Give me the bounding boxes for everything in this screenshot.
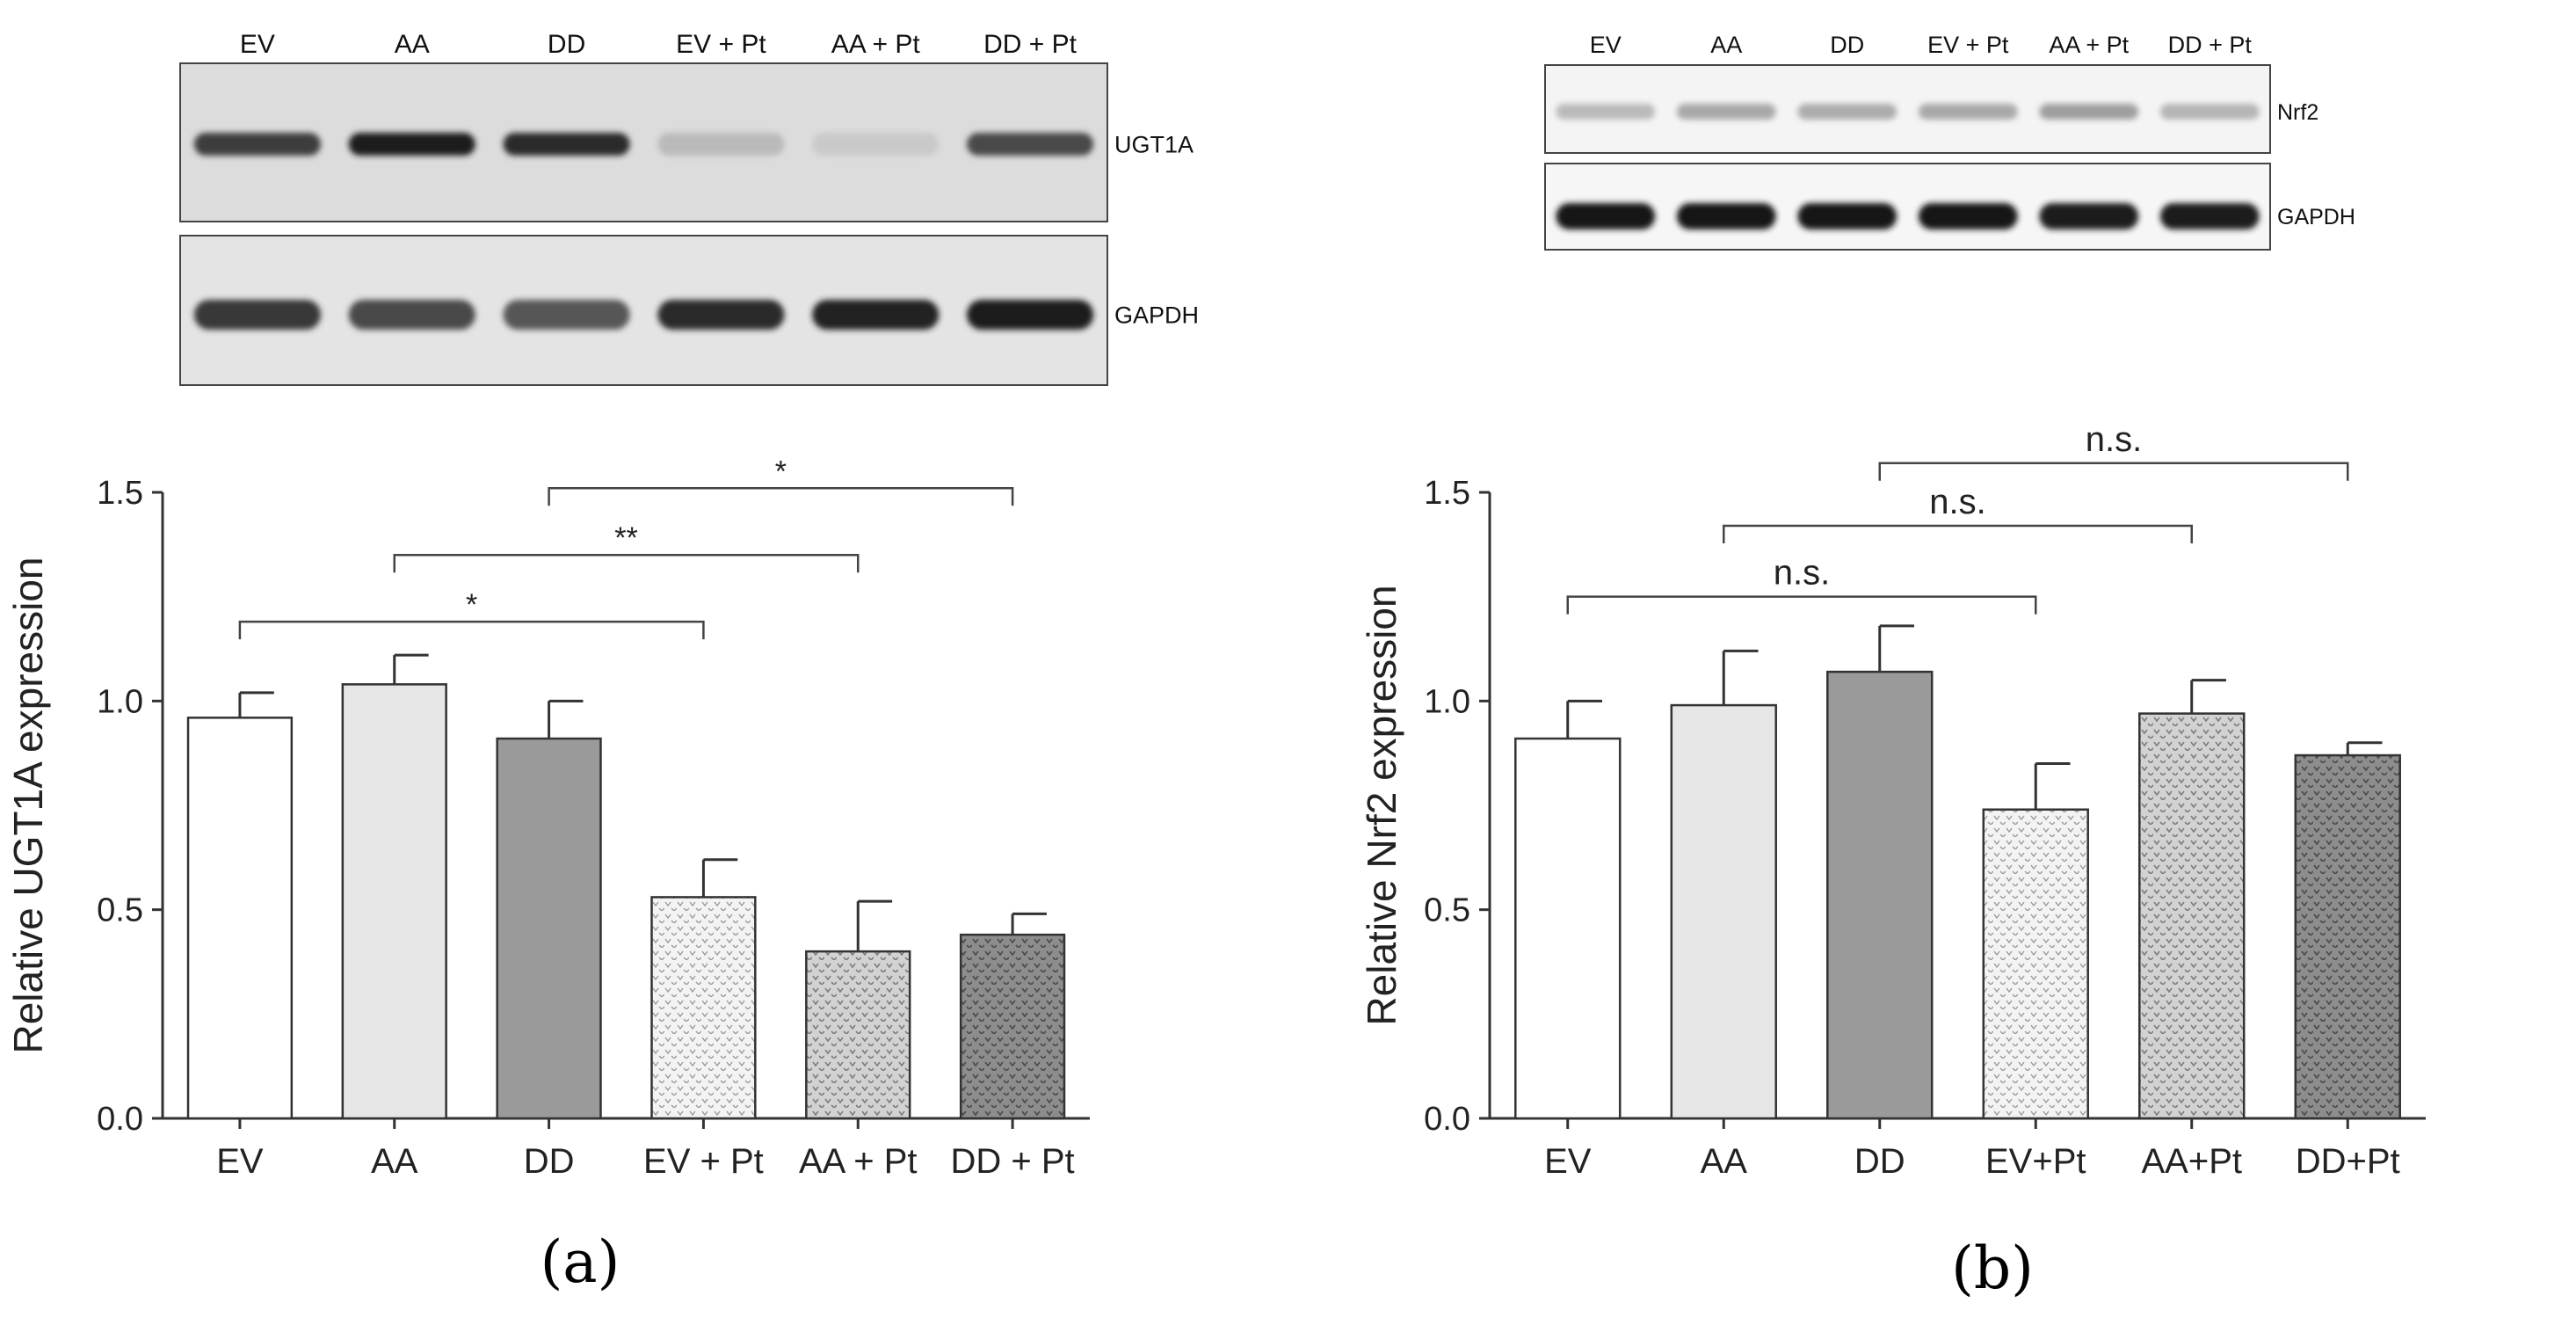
blot-band	[657, 133, 785, 156]
blot-lane-label: DD + Pt	[2168, 32, 2253, 58]
x-tick-label: EV	[216, 1142, 264, 1181]
blot-lane-label: DD	[548, 30, 585, 59]
significance-label: n.s.	[2086, 420, 2142, 459]
x-tick-label: AA+Pt	[2141, 1142, 2242, 1181]
blot-band	[2039, 104, 2139, 120]
blot-protein-label: GAPDH	[1114, 302, 1199, 328]
x-tick-label: EV+Pt	[1985, 1142, 2086, 1181]
blot-strip	[1544, 163, 2271, 251]
blot-band	[1797, 203, 1898, 229]
significance-bracket	[393, 553, 860, 573]
bar	[1826, 670, 1934, 1120]
blot-lane-label: EV	[240, 30, 275, 59]
bar	[1514, 737, 1622, 1120]
x-tick-label: DD	[524, 1142, 575, 1181]
blot-band	[1797, 104, 1898, 120]
blot-lane-label: EV + Pt	[1927, 32, 2009, 58]
blot-lane-label: EV	[1590, 32, 1622, 58]
y-axis-label: Relative UGT1A expression	[5, 557, 51, 1053]
blot-band	[348, 300, 475, 330]
bar	[650, 896, 757, 1120]
blot-band	[1918, 203, 2018, 229]
blot-band	[1556, 203, 1656, 229]
bar	[1670, 703, 1777, 1120]
blot-protein-label: Nrf2	[2277, 100, 2318, 125]
bar	[2294, 753, 2401, 1120]
blot-band	[966, 300, 1094, 330]
y-tick-label: 0.5	[97, 892, 143, 929]
blot-lane-label: AA	[395, 30, 430, 59]
x-tick-label: AA	[1701, 1142, 1748, 1181]
western-blot-a: EV AA DD EV + Pt AA + Pt DD + Pt UGT1A GAPDH	[179, 30, 1199, 386]
blot-strip	[1544, 64, 2271, 154]
blot-lane-label: EV + Pt	[676, 30, 766, 59]
western-blot-b: EV AA DD EV + Pt AA + Pt DD + Pt Nrf2 GAPDH	[1544, 32, 2355, 251]
y-tick-label: 1.5	[97, 475, 143, 512]
significance-bracket	[548, 487, 1014, 506]
blot-protein-label: UGT1A	[1114, 131, 1194, 157]
blot-band	[1676, 104, 1776, 120]
significance-label: *	[466, 588, 477, 622]
blot-band	[2159, 203, 2260, 229]
panel-label-b: (b)	[1951, 1234, 2034, 1302]
bar-chart-nrf2: 0.0 0.5 1.0 1.5 Relative Nrf2 expression EV AA…	[1359, 420, 2426, 1181]
blot-band	[1676, 203, 1776, 229]
significance-bracket	[1878, 462, 2349, 481]
significance-label: n.s.	[1774, 554, 1830, 593]
blot-band	[2039, 203, 2139, 229]
significance-bracket	[1566, 595, 2037, 615]
x-tick-label: EV + Pt	[643, 1142, 764, 1181]
bar	[1982, 808, 2089, 1120]
blot-protein-label: GAPDH	[2277, 205, 2355, 229]
panel-label-a: (a)	[541, 1228, 620, 1296]
bar	[2138, 712, 2246, 1120]
x-tick-label: DD+Pt	[2296, 1142, 2400, 1181]
blot-strip	[179, 62, 1108, 222]
significance-bracket	[1723, 524, 2193, 543]
blot-band	[966, 133, 1094, 156]
x-tick-label: AA	[371, 1142, 418, 1181]
y-tick-label: 1.5	[1424, 475, 1470, 512]
blot-strip	[179, 235, 1108, 386]
blot-band	[812, 300, 940, 330]
blot-band	[193, 300, 322, 330]
blot-lane-label: DD	[1830, 32, 1864, 58]
y-tick-label: 1.0	[1424, 683, 1470, 720]
blot-lane-label: DD + Pt	[983, 30, 1078, 59]
blot-lane-label: AA	[1710, 32, 1742, 58]
y-axis-label: Relative Nrf2 expression	[1359, 585, 1404, 1025]
bar	[496, 737, 602, 1120]
blot-band	[812, 133, 940, 156]
bar	[186, 717, 294, 1120]
blot-band	[193, 133, 322, 156]
y-tick-label: 0.5	[1424, 892, 1470, 929]
x-tick-label: DD + Pt	[951, 1142, 1075, 1181]
bar-chart-ugt1a: 0.0 0.5 1.0 1.5 Relative UGT1A expression EV A…	[5, 455, 1090, 1181]
y-tick-label: 1.0	[97, 683, 143, 720]
blot-band	[348, 133, 475, 156]
blot-lane-label: AA + Pt	[2049, 32, 2129, 58]
blot-band	[503, 133, 630, 156]
x-tick-label: EV	[1544, 1142, 1592, 1181]
significance-bracket	[238, 620, 705, 640]
bar	[341, 683, 447, 1120]
x-tick-label: DD	[1854, 1142, 1905, 1181]
blot-band	[1556, 104, 1656, 120]
significance-label: n.s.	[1929, 483, 1985, 521]
blot-band	[503, 300, 630, 330]
blot-lane-label: AA + Pt	[831, 30, 921, 59]
x-tick-label: AA + Pt	[799, 1142, 918, 1181]
significance-label: **	[614, 521, 637, 555]
blot-band	[1918, 104, 2018, 120]
bar	[805, 950, 911, 1120]
bar	[959, 933, 1066, 1120]
y-tick-label: 0.0	[1424, 1101, 1470, 1138]
blot-band	[2159, 104, 2260, 120]
blot-band	[657, 300, 785, 330]
significance-label: *	[775, 455, 787, 488]
y-tick-label: 0.0	[97, 1101, 143, 1138]
